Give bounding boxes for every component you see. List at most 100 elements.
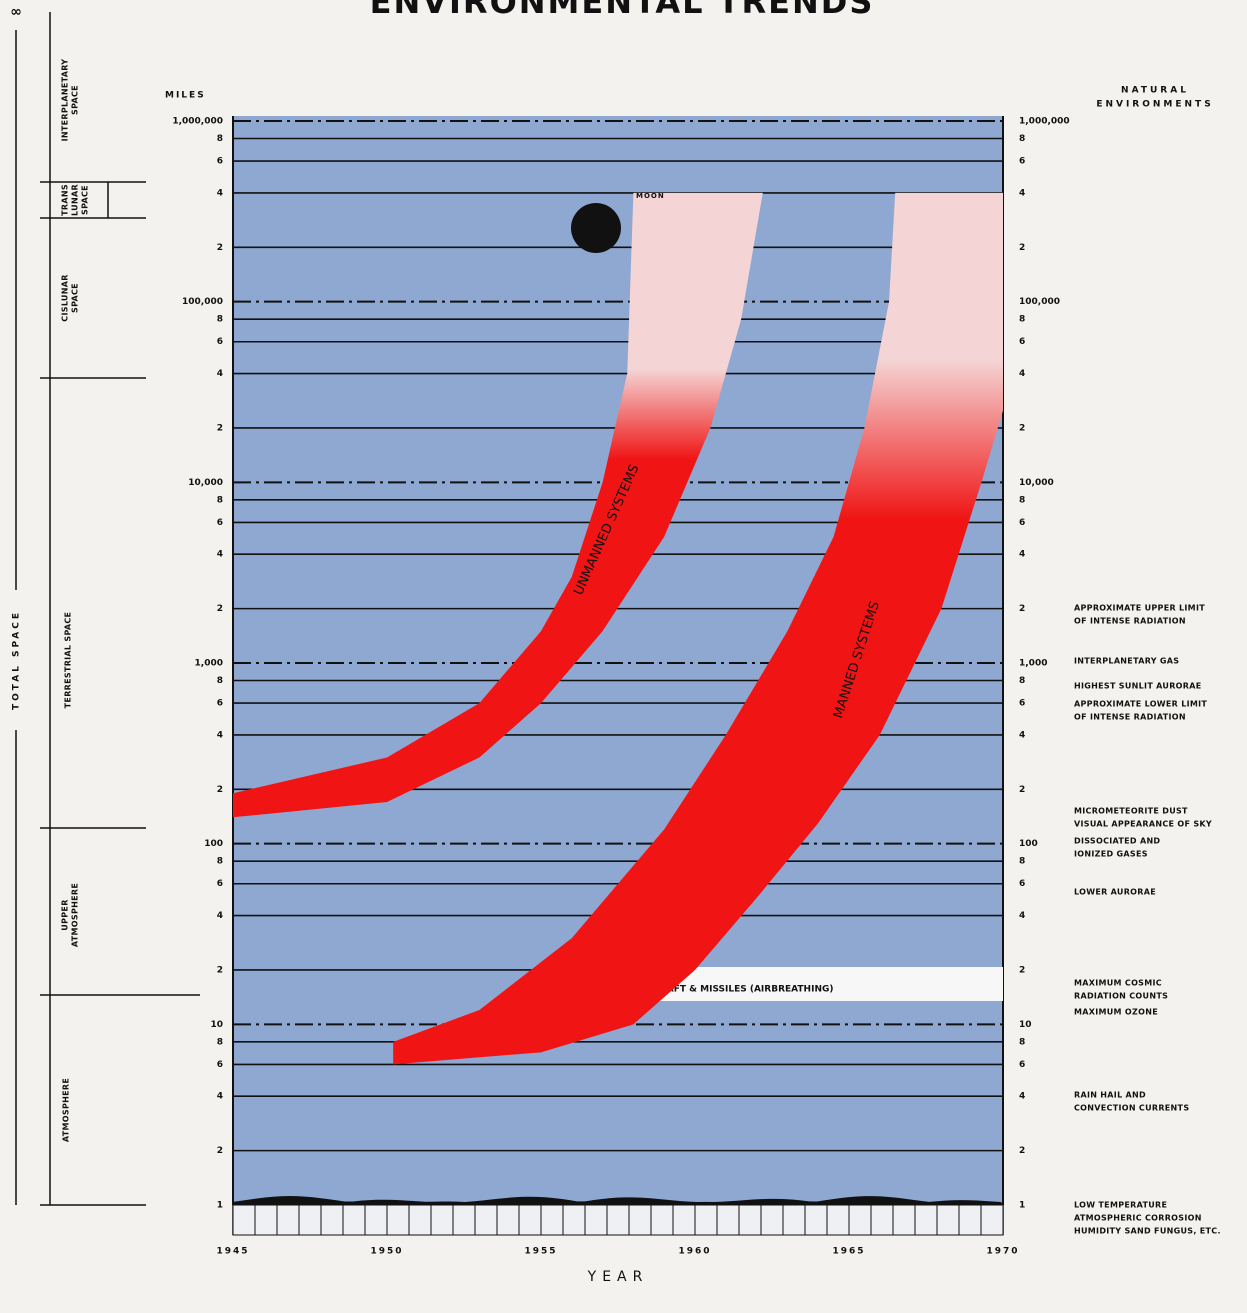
y2-axis-title: ENVIRONMENTS xyxy=(1096,100,1213,110)
y2-tick-label: 10,000 xyxy=(1019,478,1054,488)
y-tick-label: 4 xyxy=(217,911,223,921)
zone-label: LUNAR xyxy=(71,184,80,216)
y-tick-label: 1 xyxy=(217,1201,223,1211)
annotation: OF INTENSE RADIATION xyxy=(1074,713,1186,722)
y-tick-label: 6 xyxy=(217,337,223,347)
y-tick-label: 1,000,000 xyxy=(172,117,223,127)
annotation: RAIN HAIL AND xyxy=(1074,1091,1146,1100)
x-tick-label: 1950 xyxy=(370,1247,403,1257)
moon xyxy=(571,203,621,253)
x-tick-label: 1970 xyxy=(986,1247,1019,1257)
total-bg xyxy=(8,590,24,730)
y-tick-label: 8 xyxy=(217,495,223,505)
y2-tick-label: 6 xyxy=(1019,337,1025,347)
y-tick-label: 8 xyxy=(217,315,223,325)
annotation: LOW TEMPERATURE xyxy=(1074,1201,1167,1210)
y2-tick-label: 4 xyxy=(1019,369,1025,379)
y-tick-label: 2 xyxy=(217,785,223,795)
annotation: ATMOSPHERIC CORROSION xyxy=(1074,1214,1202,1223)
y2-tick-label: 8 xyxy=(1019,676,1025,686)
y-tick-label: 6 xyxy=(217,518,223,528)
annotation: APPROXIMATE LOWER LIMIT xyxy=(1074,700,1207,709)
y2-tick-label: 1 xyxy=(1019,1201,1025,1211)
y2-tick-label: 6 xyxy=(1019,879,1025,889)
y2-tick-label: 10 xyxy=(1019,1020,1032,1030)
annotation: HIGHEST SUNLIT AURORAE xyxy=(1074,682,1202,691)
zone-label: SPACE xyxy=(71,283,80,313)
y-tick-label: 2 xyxy=(217,965,223,975)
y-axis-title: MILES xyxy=(165,91,206,101)
zone-label: CISLUNAR xyxy=(61,274,70,321)
y2-tick-label: 2 xyxy=(1019,423,1025,433)
y-tick-label: 4 xyxy=(217,369,223,379)
y2-tick-label: 8 xyxy=(1019,857,1025,867)
y2-tick-label: 100,000 xyxy=(1019,297,1060,307)
annotation: MAXIMUM COSMIC xyxy=(1074,979,1162,988)
annotation: LOWER AURORAE xyxy=(1074,888,1156,897)
y-tick-label: 2 xyxy=(217,604,223,614)
y-tick-label: 2 xyxy=(217,1146,223,1156)
x-axis-title: YEAR xyxy=(587,1269,649,1285)
y2-tick-label: 100 xyxy=(1019,839,1038,849)
y-tick-label: 8 xyxy=(217,1037,223,1047)
annotation: APPROXIMATE UPPER LIMIT xyxy=(1074,604,1205,613)
zone-label: TERRESTRIAL SPACE xyxy=(64,612,73,709)
y-tick-label: 8 xyxy=(217,676,223,686)
y2-tick-label: 4 xyxy=(1019,550,1025,560)
annotation: OF INTENSE RADIATION xyxy=(1074,617,1186,626)
y-tick-label: 1,000 xyxy=(195,659,223,669)
y-tick-label: 6 xyxy=(217,879,223,889)
y2-axis-title: NATURAL xyxy=(1121,86,1189,96)
y-tick-label: 4 xyxy=(217,188,223,198)
band xyxy=(233,192,763,818)
y2-tick-label: 2 xyxy=(1019,1146,1025,1156)
zone-label: ATMOSPHERE xyxy=(71,883,80,947)
moon-label: MOON xyxy=(636,192,665,200)
annotation: HUMIDITY SAND FUNGUS, ETC. xyxy=(1074,1227,1221,1236)
y2-tick-label: 6 xyxy=(1019,157,1025,167)
x-tick-label: 1960 xyxy=(678,1247,711,1257)
y2-tick-label: 8 xyxy=(1019,315,1025,325)
ground xyxy=(232,1204,1004,1236)
x-tick-label: 1955 xyxy=(524,1247,557,1257)
annotation: VISUAL APPEARANCE OF SKY xyxy=(1074,820,1212,829)
y-tick-label: 10,000 xyxy=(188,478,223,488)
y-tick-label: 8 xyxy=(217,857,223,867)
zone-label: SPACE xyxy=(71,85,80,115)
y-tick-label: 6 xyxy=(217,1060,223,1070)
y-tick-label: 6 xyxy=(217,157,223,167)
y2-tick-label: 4 xyxy=(1019,730,1025,740)
total-label: TOTAL SPACE xyxy=(12,610,22,710)
y2-tick-label: 6 xyxy=(1019,518,1025,528)
y2-tick-label: 2 xyxy=(1019,604,1025,614)
y2-tick-label: 1,000 xyxy=(1019,659,1047,669)
y-tick-label: 10 xyxy=(210,1020,223,1030)
y-tick-label: 6 xyxy=(217,699,223,709)
y2-tick-label: 8 xyxy=(1019,495,1025,505)
infinity: ∞ xyxy=(10,4,22,20)
zone-label: SPACE xyxy=(81,185,90,215)
annotation: DISSOCIATED AND xyxy=(1074,837,1160,846)
aircraft-label: AIRCRAFT & MISSILES (AIRBREATHING) xyxy=(636,985,833,995)
y2-tick-label: 4 xyxy=(1019,911,1025,921)
y2-tick-label: 6 xyxy=(1019,699,1025,709)
y2-tick-label: 2 xyxy=(1019,965,1025,975)
y-tick-label: 4 xyxy=(217,730,223,740)
y-tick-label: 4 xyxy=(217,1092,223,1102)
y2-tick-label: 6 xyxy=(1019,1060,1025,1070)
y-tick-label: 2 xyxy=(217,243,223,253)
y2-tick-label: 8 xyxy=(1019,1037,1025,1047)
annotation: INTERPLANETARY GAS xyxy=(1074,657,1179,666)
x-tick-label: 1965 xyxy=(832,1247,865,1257)
y2-tick-label: 2 xyxy=(1019,785,1025,795)
y-tick-label: 100 xyxy=(204,839,223,849)
zone-label: INTERPLANETARY xyxy=(61,59,70,142)
y2-tick-label: 1,000,000 xyxy=(1019,117,1070,127)
zone-label: UPPER xyxy=(61,899,70,930)
y-tick-label: 2 xyxy=(217,423,223,433)
annotation: MAXIMUM OZONE xyxy=(1074,1008,1158,1017)
annotation: CONVECTION CURRENTS xyxy=(1074,1104,1189,1113)
chart-title: ENVIRONMENTAL TRENDS xyxy=(370,0,875,21)
y2-tick-label: 4 xyxy=(1019,188,1025,198)
